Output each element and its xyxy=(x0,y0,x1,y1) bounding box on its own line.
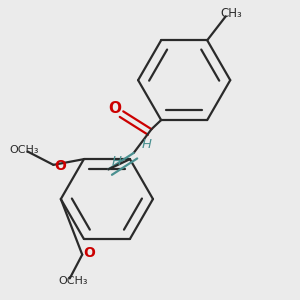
Text: O: O xyxy=(83,246,95,260)
Text: CH₃: CH₃ xyxy=(221,8,243,20)
Text: H: H xyxy=(141,138,152,151)
Text: O: O xyxy=(54,159,66,173)
Text: OCH₃: OCH₃ xyxy=(58,276,88,286)
Text: O: O xyxy=(108,101,122,116)
Text: OCH₃: OCH₃ xyxy=(10,145,39,155)
Text: H: H xyxy=(112,155,122,168)
